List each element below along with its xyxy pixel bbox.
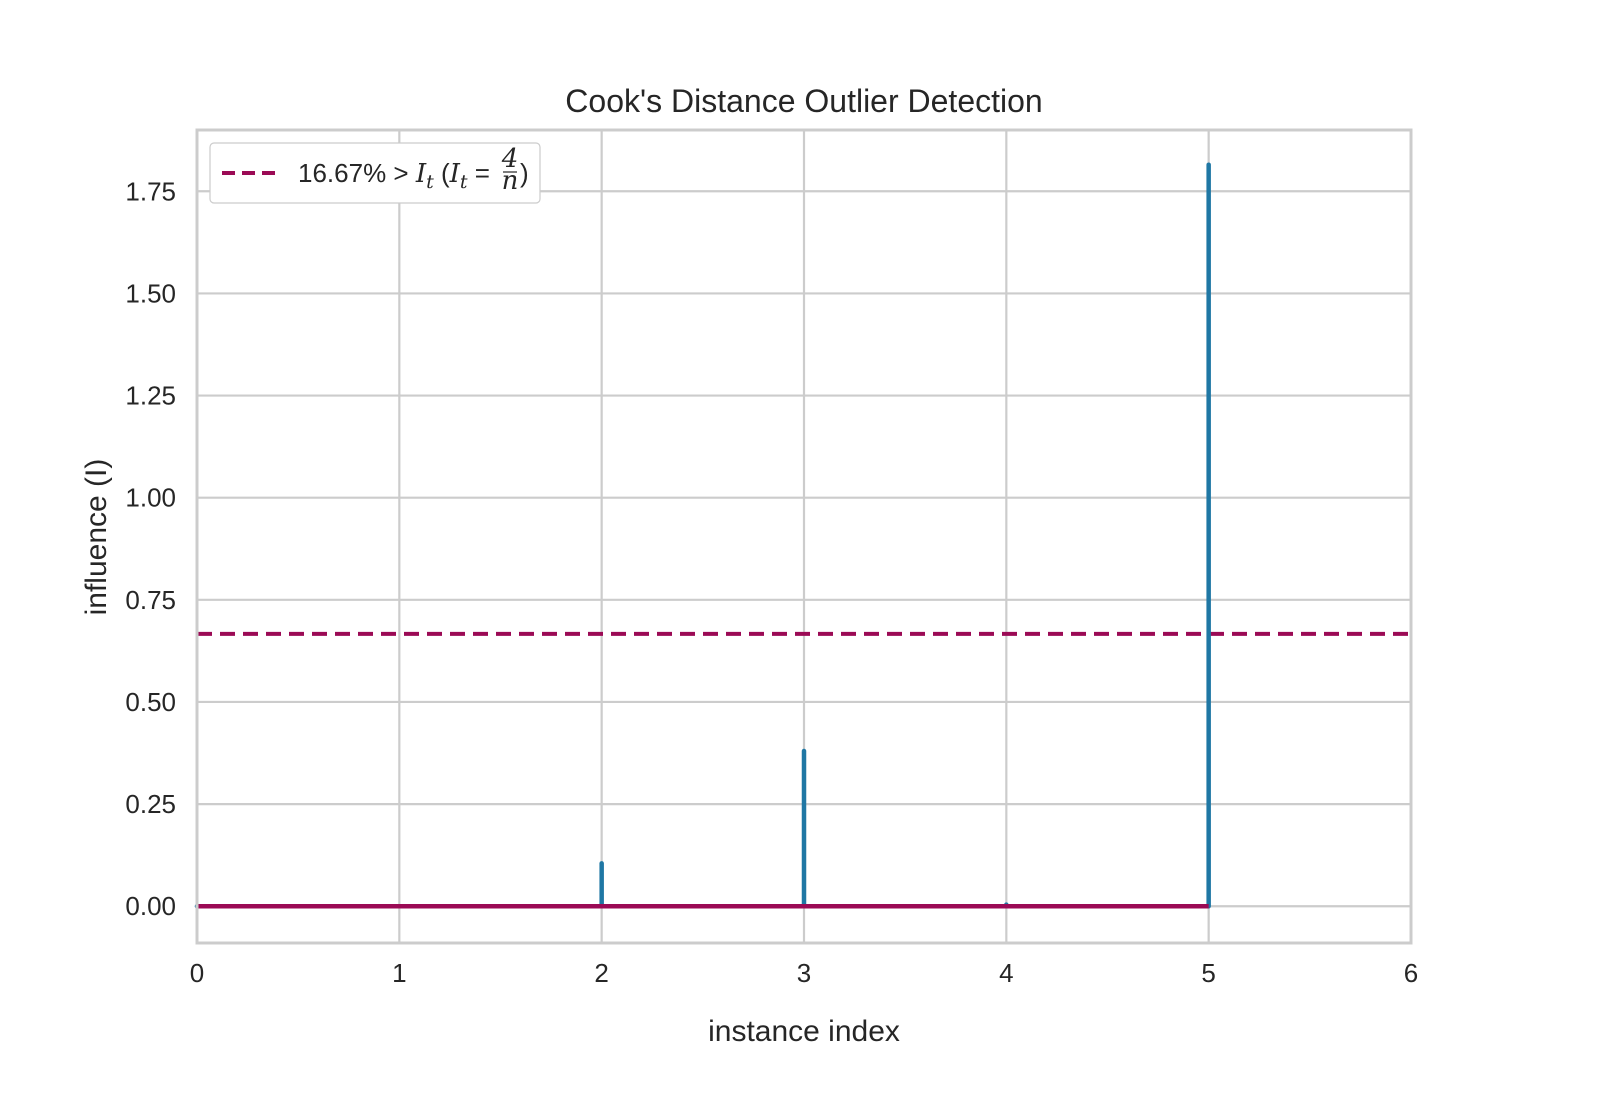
y-tick-label: 1.25 <box>125 381 176 411</box>
y-tick-labels: 0.00 0.25 0.50 0.75 1.00 1.25 1.50 1.75 <box>125 176 176 921</box>
x-tick-label: 4 <box>999 958 1013 988</box>
legend-fraction-denominator: n <box>502 166 519 196</box>
legend-symbol-2: I <box>449 159 461 189</box>
legend-symbol: I <box>415 159 427 189</box>
y-tick-label: 0.00 <box>125 891 176 921</box>
y-tick-label: 0.50 <box>125 687 176 717</box>
x-axis-label: instance index <box>708 1015 900 1048</box>
y-tick-label: 0.25 <box>125 789 176 819</box>
plot-frame <box>195 128 1413 945</box>
x-tick-labels: 0 1 2 3 4 5 6 <box>190 958 1418 988</box>
y-tick-label: 1.75 <box>125 176 176 206</box>
x-tick-label: 5 <box>1201 958 1215 988</box>
chart-title: Cook's Distance Outlier Detection <box>565 83 1042 119</box>
x-tick-label: 3 <box>797 958 811 988</box>
y-tick-label: 0.75 <box>125 585 176 615</box>
y-tick-label: 1.00 <box>125 483 176 513</box>
y-axis-label: influence (I) <box>80 459 113 616</box>
legend-fraction-numerator: 4 <box>501 144 519 174</box>
legend: 16.67% > It (It = 4 n ) <box>209 142 541 204</box>
stems <box>194 162 1211 909</box>
y-tick-label: 1.50 <box>125 278 176 308</box>
x-tick-label: 1 <box>392 958 406 988</box>
x-tick-label: 2 <box>594 958 608 988</box>
legend-box <box>209 142 541 204</box>
legend-threshold-label: 16.67% > It (It = <box>298 158 490 193</box>
legend-equals: = <box>468 158 490 188</box>
legend-subscript-2: t <box>460 171 468 193</box>
legend-prefix: 16.67% > <box>298 158 416 188</box>
axes-frame <box>195 128 1413 945</box>
legend-open-paren: ( <box>434 158 450 188</box>
x-tick-label: 0 <box>190 958 204 988</box>
legend-close-paren: ) <box>520 158 529 188</box>
x-tick-label: 6 <box>1404 958 1418 988</box>
legend-subscript: t <box>426 171 434 193</box>
